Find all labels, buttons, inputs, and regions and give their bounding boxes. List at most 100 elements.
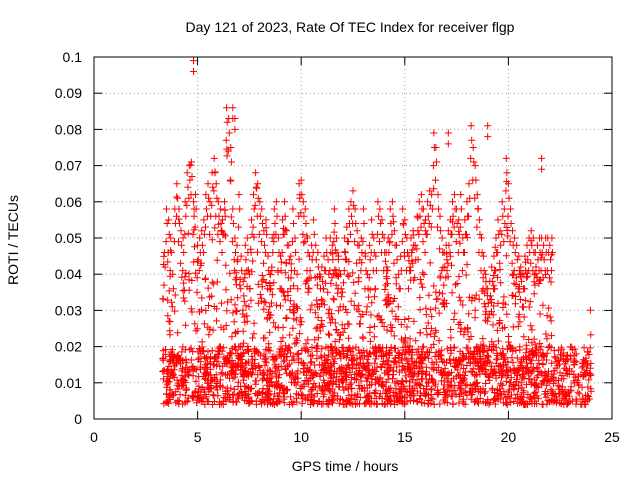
data-point xyxy=(393,241,400,249)
data-point xyxy=(264,371,272,379)
data-point xyxy=(199,249,207,256)
data-point xyxy=(192,205,200,213)
data-point xyxy=(377,220,385,227)
data-point xyxy=(160,252,168,260)
data-point xyxy=(497,241,505,249)
data-point xyxy=(383,295,391,303)
data-point xyxy=(386,392,394,400)
data-point xyxy=(200,386,208,393)
data-point xyxy=(284,292,292,299)
data-point xyxy=(307,359,315,367)
data-point xyxy=(484,122,492,130)
data-point xyxy=(284,347,292,355)
data-point xyxy=(231,267,238,275)
data-point xyxy=(471,306,479,314)
data-point xyxy=(406,335,414,343)
data-point xyxy=(534,256,542,264)
data-point xyxy=(217,299,225,307)
data-point xyxy=(408,249,416,256)
data-point xyxy=(421,249,429,256)
data-point xyxy=(558,375,566,383)
data-point xyxy=(329,256,337,264)
data-point xyxy=(527,227,535,235)
data-point xyxy=(417,382,425,390)
data-point xyxy=(355,302,363,310)
data-point xyxy=(320,285,328,293)
data-point xyxy=(262,249,270,256)
data-point xyxy=(564,400,571,408)
data-point xyxy=(174,385,182,393)
data-point xyxy=(405,285,412,293)
data-point xyxy=(178,241,186,249)
data-point xyxy=(305,366,313,374)
data-point xyxy=(311,274,319,282)
data-point xyxy=(307,387,315,395)
data-point xyxy=(296,314,304,322)
data-point xyxy=(205,331,213,339)
data-point xyxy=(250,191,257,199)
data-point xyxy=(448,289,456,297)
data-point xyxy=(452,238,460,246)
data-point xyxy=(492,234,500,242)
data-point xyxy=(457,297,465,305)
data-point xyxy=(353,259,361,267)
data-point xyxy=(256,352,264,360)
data-point xyxy=(328,315,336,323)
data-point xyxy=(249,334,256,342)
data-point xyxy=(459,301,467,309)
data-point xyxy=(161,263,169,271)
data-point xyxy=(428,364,436,372)
data-point xyxy=(414,345,422,353)
data-point xyxy=(467,122,475,130)
data-point xyxy=(277,363,285,370)
data-point xyxy=(220,325,228,333)
data-point xyxy=(568,343,576,351)
data-point xyxy=(391,354,399,362)
data-point xyxy=(418,360,426,368)
data-point xyxy=(529,234,537,242)
x-tick-label: 25 xyxy=(604,429,620,445)
data-point xyxy=(355,274,363,282)
data-point xyxy=(254,194,262,202)
data-point xyxy=(300,212,308,220)
data-point xyxy=(456,357,464,365)
data-point xyxy=(509,359,517,367)
data-point xyxy=(250,330,258,338)
data-point xyxy=(407,354,415,362)
data-point xyxy=(191,243,198,251)
data-point xyxy=(424,354,432,362)
data-point xyxy=(345,334,353,342)
data-point xyxy=(344,271,352,279)
data-point xyxy=(216,398,224,406)
data-point xyxy=(257,238,265,246)
data-point xyxy=(586,306,594,314)
data-point xyxy=(206,230,214,238)
data-point xyxy=(387,327,395,335)
data-point xyxy=(241,367,249,375)
data-point xyxy=(180,279,188,287)
data-point xyxy=(507,205,514,213)
data-point xyxy=(200,216,208,224)
data-point xyxy=(293,370,301,378)
data-point xyxy=(376,393,383,401)
data-point xyxy=(285,370,293,378)
data-point xyxy=(427,223,435,231)
data-point xyxy=(217,343,224,351)
data-point xyxy=(276,397,284,405)
data-point xyxy=(372,376,380,384)
data-point xyxy=(531,389,539,397)
data-point xyxy=(234,383,242,390)
data-point xyxy=(197,259,205,267)
data-point xyxy=(213,386,221,394)
data-point xyxy=(180,294,188,302)
data-point xyxy=(252,380,260,388)
data-points xyxy=(159,57,595,408)
data-point xyxy=(462,389,470,397)
data-point xyxy=(204,180,212,188)
data-point xyxy=(222,286,230,294)
data-point xyxy=(570,358,578,366)
data-point xyxy=(210,361,218,369)
data-point xyxy=(546,241,554,249)
data-point xyxy=(439,300,447,308)
data-point xyxy=(324,288,332,296)
